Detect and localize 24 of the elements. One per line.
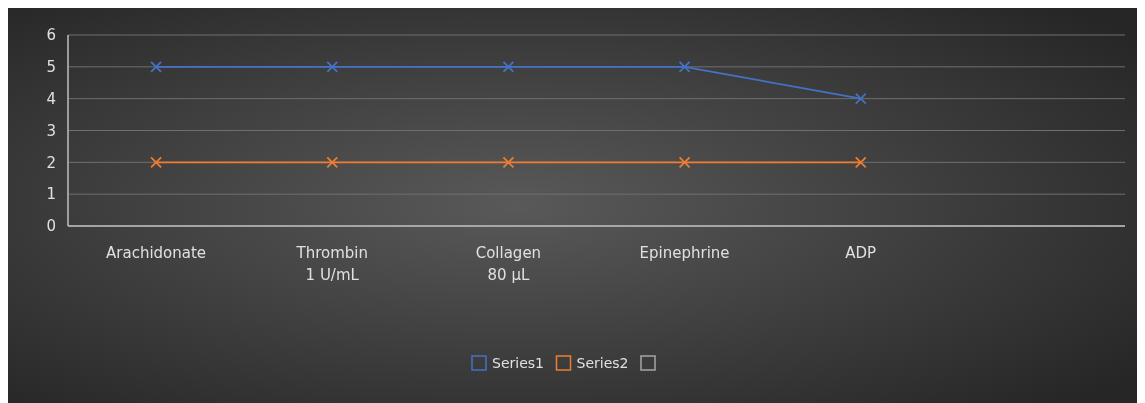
point [326, 156, 339, 169]
y-tick-label: 1 [46, 185, 56, 204]
y-tick-label: 3 [46, 121, 56, 140]
x-tick-label: Collagen 80 µL [475, 244, 542, 284]
x-tick-label: Arachidonate [106, 244, 207, 262]
point [150, 60, 162, 73]
x-tick-label: Thrombin 1 U/mL [295, 244, 368, 284]
x-tick-label: ADP [845, 244, 877, 262]
x-tick-label: Epinephrine [639, 244, 730, 262]
point [678, 156, 691, 169]
point [502, 156, 515, 169]
legend-label: Series2 [576, 354, 629, 371]
y-tick-label: 2 [46, 153, 56, 172]
point [854, 156, 867, 169]
point [678, 60, 691, 73]
y-tick-label: 6 [46, 26, 56, 45]
legend-label: Series1 [492, 354, 544, 371]
y-tick-label: 5 [46, 58, 56, 77]
point [150, 156, 162, 169]
point [854, 92, 867, 105]
y-tick-label: 0 [46, 217, 56, 236]
point [502, 60, 515, 73]
point [326, 60, 339, 73]
y-tick-label: 4 [46, 89, 56, 108]
